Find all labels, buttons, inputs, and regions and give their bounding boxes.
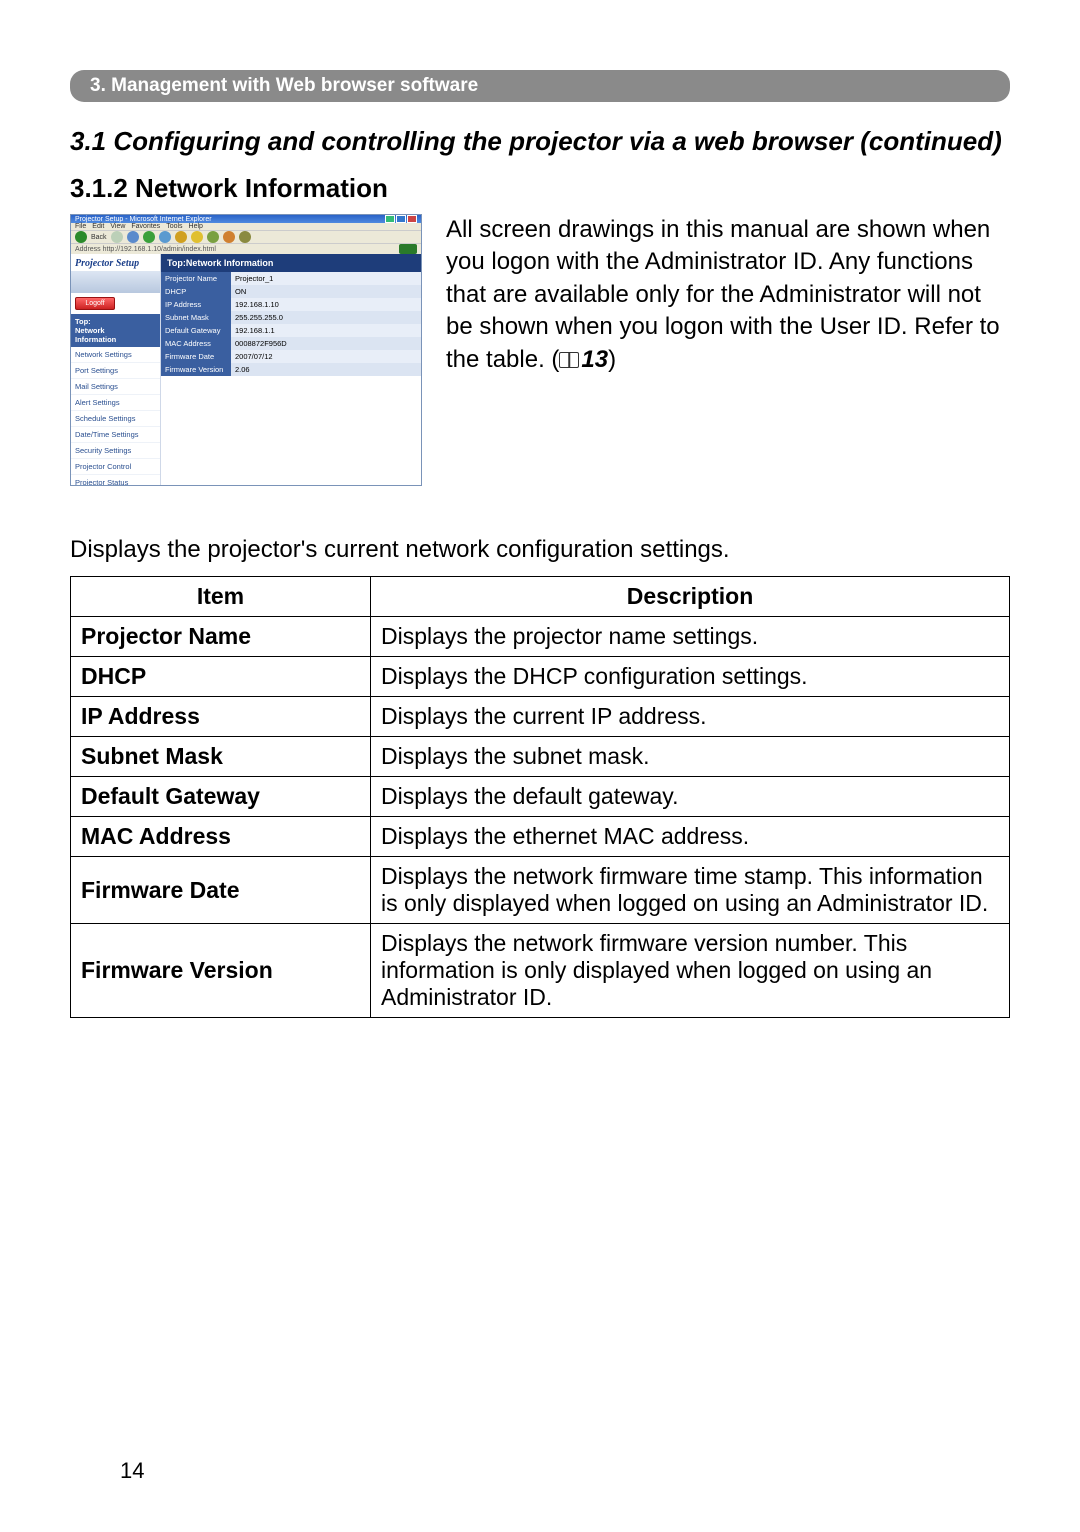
screenshot-browser-window: Projector Setup - Microsoft Internet Exp…	[70, 214, 422, 486]
sidebar-link[interactable]: Mail Settings	[71, 379, 160, 395]
item-cell: Subnet Mask	[71, 737, 371, 777]
info-key: MAC Address	[161, 337, 231, 350]
print-icon[interactable]	[239, 231, 251, 243]
book-icon	[559, 352, 579, 368]
desc-cell: Displays the subnet mask.	[371, 737, 1010, 777]
browser-toolbar: Back	[71, 230, 421, 244]
info-val: 192.168.1.1	[231, 324, 421, 337]
window-title: Projector Setup - Microsoft Internet Exp…	[75, 216, 212, 223]
home-icon[interactable]	[159, 231, 171, 243]
search-icon[interactable]	[175, 231, 187, 243]
menu-item[interactable]: File	[75, 223, 86, 230]
menu-item[interactable]: Help	[189, 223, 203, 230]
projector-image	[71, 271, 160, 293]
section-title: 3.1 Configuring and controlling the proj…	[70, 126, 1010, 157]
desc-cell: Displays the current IP address.	[371, 697, 1010, 737]
table-row: Subnet MaskDisplays the subnet mask.	[71, 737, 1010, 777]
mail-icon[interactable]	[223, 231, 235, 243]
info-val: 255.255.255.0	[231, 311, 421, 324]
item-cell: Firmware Date	[71, 857, 371, 924]
minimize-icon[interactable]	[385, 215, 395, 223]
info-val: 2007/07/12	[231, 350, 421, 363]
sidebar-link[interactable]: Date/Time Settings	[71, 427, 160, 443]
network-info-table: Item Description Projector NameDisplays …	[70, 576, 1010, 1018]
breadcrumb: 3. Management with Web browser software	[70, 70, 1010, 102]
desc-cell: Displays the projector name settings.	[371, 617, 1010, 657]
page-number: 14	[120, 1458, 144, 1484]
table-row: Default GatewayDisplays the default gate…	[71, 777, 1010, 817]
menu-item[interactable]: Favorites	[131, 223, 160, 230]
desc-cell: Displays the network firmware time stamp…	[371, 857, 1010, 924]
info-key: DHCP	[161, 285, 231, 298]
back-label: Back	[91, 234, 107, 241]
desc-cell: Displays the default gateway.	[371, 777, 1010, 817]
info-val: ON	[231, 285, 421, 298]
logoff-button[interactable]: Logoff	[75, 297, 115, 310]
refresh-icon[interactable]	[143, 231, 155, 243]
address-label: Address	[75, 246, 101, 253]
table-row: DHCPDisplays the DHCP configuration sett…	[71, 657, 1010, 697]
item-cell: IP Address	[71, 697, 371, 737]
panel-heading: Top:Network Information	[161, 254, 421, 272]
close-icon[interactable]	[407, 215, 417, 223]
item-cell: Projector Name	[71, 617, 371, 657]
favorites-icon[interactable]	[191, 231, 203, 243]
address-bar: Address http://192.168.1.10/admin/index.…	[71, 244, 421, 254]
intro-text-body: All screen drawings in this manual are s…	[446, 216, 1000, 373]
info-key: Firmware Version	[161, 363, 231, 376]
back-icon[interactable]	[75, 231, 87, 243]
info-val: 2.06	[231, 363, 421, 376]
forward-icon[interactable]	[111, 231, 123, 243]
history-icon[interactable]	[207, 231, 219, 243]
window-titlebar: Projector Setup - Microsoft Internet Exp…	[71, 215, 421, 223]
go-button[interactable]	[399, 244, 417, 254]
info-key: IP Address	[161, 298, 231, 311]
sidebar-link[interactable]: Network Settings	[71, 347, 160, 363]
menu-item[interactable]: Edit	[92, 223, 104, 230]
app-logo-text: Projector Setup	[71, 254, 160, 271]
item-cell: Firmware Version	[71, 924, 371, 1018]
sidebar-link[interactable]: Alert Settings	[71, 395, 160, 411]
menu-bar: File Edit View Favorites Tools Help	[71, 223, 421, 230]
sidebar-group-active[interactable]: Top: Network Information	[71, 314, 160, 347]
maximize-icon[interactable]	[396, 215, 406, 223]
item-cell: DHCP	[71, 657, 371, 697]
desc-cell: Displays the network firmware version nu…	[371, 924, 1010, 1018]
table-row: Projector NameDisplays the projector nam…	[71, 617, 1010, 657]
table-row: Firmware DateDisplays the network firmwa…	[71, 857, 1010, 924]
info-key: Default Gateway	[161, 324, 231, 337]
info-key: Firmware Date	[161, 350, 231, 363]
desc-cell: Displays the DHCP configuration settings…	[371, 657, 1010, 697]
info-val: Projector_1	[231, 272, 421, 285]
address-value[interactable]: http://192.168.1.10/admin/index.html	[103, 246, 216, 253]
info-key: Subnet Mask	[161, 311, 231, 324]
item-cell: MAC Address	[71, 817, 371, 857]
intro-close: )	[608, 346, 616, 373]
body-text: Displays the projector's current network…	[70, 536, 1010, 564]
sidebar-link[interactable]: Security Settings	[71, 443, 160, 459]
table-header-description: Description	[371, 577, 1010, 617]
reference-number: 13	[581, 346, 608, 373]
sidebar-link[interactable]: Projector Status	[71, 475, 160, 486]
sidebar-link[interactable]: Projector Control	[71, 459, 160, 475]
info-val: 0008872F956D	[231, 337, 421, 350]
intro-paragraph: All screen drawings in this manual are s…	[446, 214, 1010, 376]
sidebar-link[interactable]: Port Settings	[71, 363, 160, 379]
table-header-item: Item	[71, 577, 371, 617]
table-row: IP AddressDisplays the current IP addres…	[71, 697, 1010, 737]
menu-item[interactable]: View	[110, 223, 125, 230]
table-row: MAC AddressDisplays the ethernet MAC add…	[71, 817, 1010, 857]
stop-icon[interactable]	[127, 231, 139, 243]
network-info-mini-table: Projector NameProjector_1 DHCPON IP Addr…	[161, 272, 421, 376]
screenshot-sidebar: Projector Setup Logoff Top: Network Info…	[71, 254, 161, 486]
menu-item[interactable]: Tools	[166, 223, 182, 230]
subsection-title: 3.1.2 Network Information	[70, 173, 1010, 204]
info-key: Projector Name	[161, 272, 231, 285]
table-row: Firmware VersionDisplays the network fir…	[71, 924, 1010, 1018]
sidebar-link[interactable]: Schedule Settings	[71, 411, 160, 427]
info-val: 192.168.1.10	[231, 298, 421, 311]
screenshot-main: Top:Network Information Projector NamePr…	[161, 254, 421, 486]
desc-cell: Displays the ethernet MAC address.	[371, 817, 1010, 857]
item-cell: Default Gateway	[71, 777, 371, 817]
